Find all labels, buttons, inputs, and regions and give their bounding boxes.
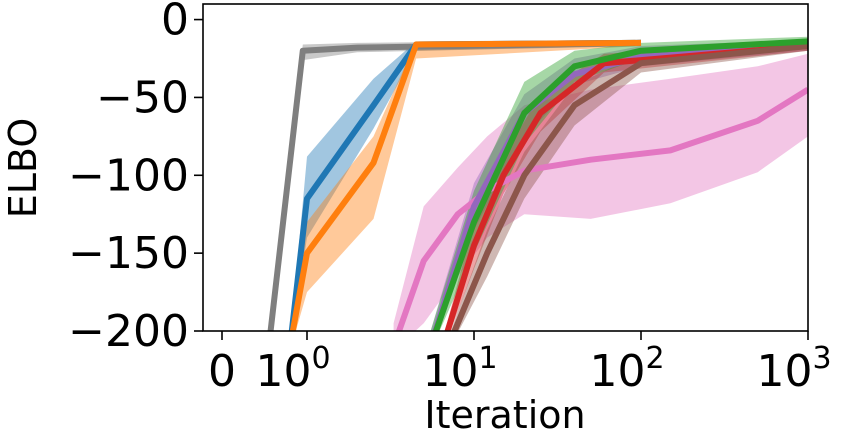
series-7-line [432,38,808,331]
series-lines [267,38,808,331]
series-3-band [393,53,808,331]
y-tick-label-1: −50 [96,72,189,123]
series-6-line [451,43,808,331]
y-axis-label: ELBO [1,118,45,219]
y-axis: 0 −50 −100 −150 −200 [68,0,203,357]
x-axis-label: Iteration [424,393,585,433]
plot-frame [202,3,809,332]
series-5-line [444,43,808,331]
y-tick-label-0: 0 [161,0,189,46]
series-2-band [291,39,641,331]
series-5-band [444,41,808,331]
series-1-band [290,39,641,331]
x-tick-label-2: 101 [422,341,497,397]
x-tick-label-0: 0 [208,346,236,397]
y-tick-label-4: −200 [68,306,189,357]
x-tick-label-4: 103 [756,341,831,397]
y-tick-label-2: −100 [68,150,189,201]
series-2-line [289,39,642,331]
x-axis: 0 100 101 102 103 [208,331,832,397]
x-tick-label-3: 102 [589,341,664,397]
y-tick-label-3: −150 [68,228,189,279]
x-tick-label-1: 100 [255,341,330,397]
